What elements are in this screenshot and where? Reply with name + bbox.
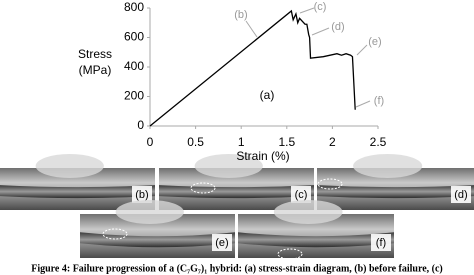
- panel-label-box: [451, 186, 471, 203]
- specimen: [317, 185, 474, 199]
- y-tick-label: 200: [124, 89, 144, 103]
- damage-marker: [190, 182, 216, 194]
- x-tick-label: 2.5: [370, 135, 387, 149]
- stress-strain-curve: [149, 9, 356, 127]
- annotation: (e): [368, 36, 381, 48]
- damage-marker: [277, 248, 303, 260]
- indenter: [115, 200, 184, 224]
- y-tick-label: 600: [124, 30, 144, 44]
- caption: Figure 4: Failure progression of a (C₇G₇…: [31, 263, 443, 274]
- x-tick-label: 2: [329, 135, 336, 149]
- photo-panels: (b) (c) (d) (e) (f): [0, 154, 474, 260]
- panel-label: (c): [295, 189, 308, 201]
- indenter: [273, 200, 343, 224]
- annotation-leader: [355, 100, 371, 108]
- y-tick-label: 0: [137, 118, 144, 132]
- damage-marker: [317, 178, 343, 190]
- x-tick-label: 1: [238, 135, 245, 149]
- annotation: (b): [234, 9, 247, 21]
- panel-label-box: [371, 234, 391, 251]
- annotation: (c): [314, 1, 327, 13]
- x-tick-label: 1.5: [278, 135, 295, 149]
- annotation: (a): [260, 88, 275, 102]
- annotation-leader: [356, 44, 368, 56]
- x-tick-label: 0.5: [187, 135, 204, 149]
- y-axis-label: (MPa): [79, 63, 112, 77]
- panel-label: (e): [215, 237, 228, 249]
- annotation-leader: [299, 7, 315, 14]
- indenter: [353, 154, 423, 178]
- panel-label-box: [132, 186, 152, 203]
- x-axis-label: Strain (%): [236, 149, 289, 163]
- annotation-leader: [311, 27, 330, 36]
- panel-label: (f): [376, 237, 386, 249]
- panel-label-box: [291, 186, 311, 203]
- annotation: (d): [331, 21, 344, 33]
- annotation: (f): [374, 95, 384, 107]
- indenter: [194, 154, 263, 178]
- panel-label: (d): [454, 189, 467, 201]
- indenter: [35, 154, 104, 178]
- y-axis-label: Stress: [78, 47, 112, 61]
- y-tick-label: 800: [124, 0, 144, 14]
- annotation-leader: [245, 20, 258, 38]
- specimen: [159, 185, 314, 199]
- x-tick-label: 0: [147, 135, 154, 149]
- panel-label-box: [212, 234, 232, 251]
- y-tick-label: 400: [124, 59, 144, 73]
- damage-marker: [102, 228, 128, 240]
- specimen: [0, 185, 155, 199]
- specimen: [238, 232, 394, 248]
- specimen: [80, 232, 235, 248]
- panel-label: (b): [135, 189, 148, 201]
